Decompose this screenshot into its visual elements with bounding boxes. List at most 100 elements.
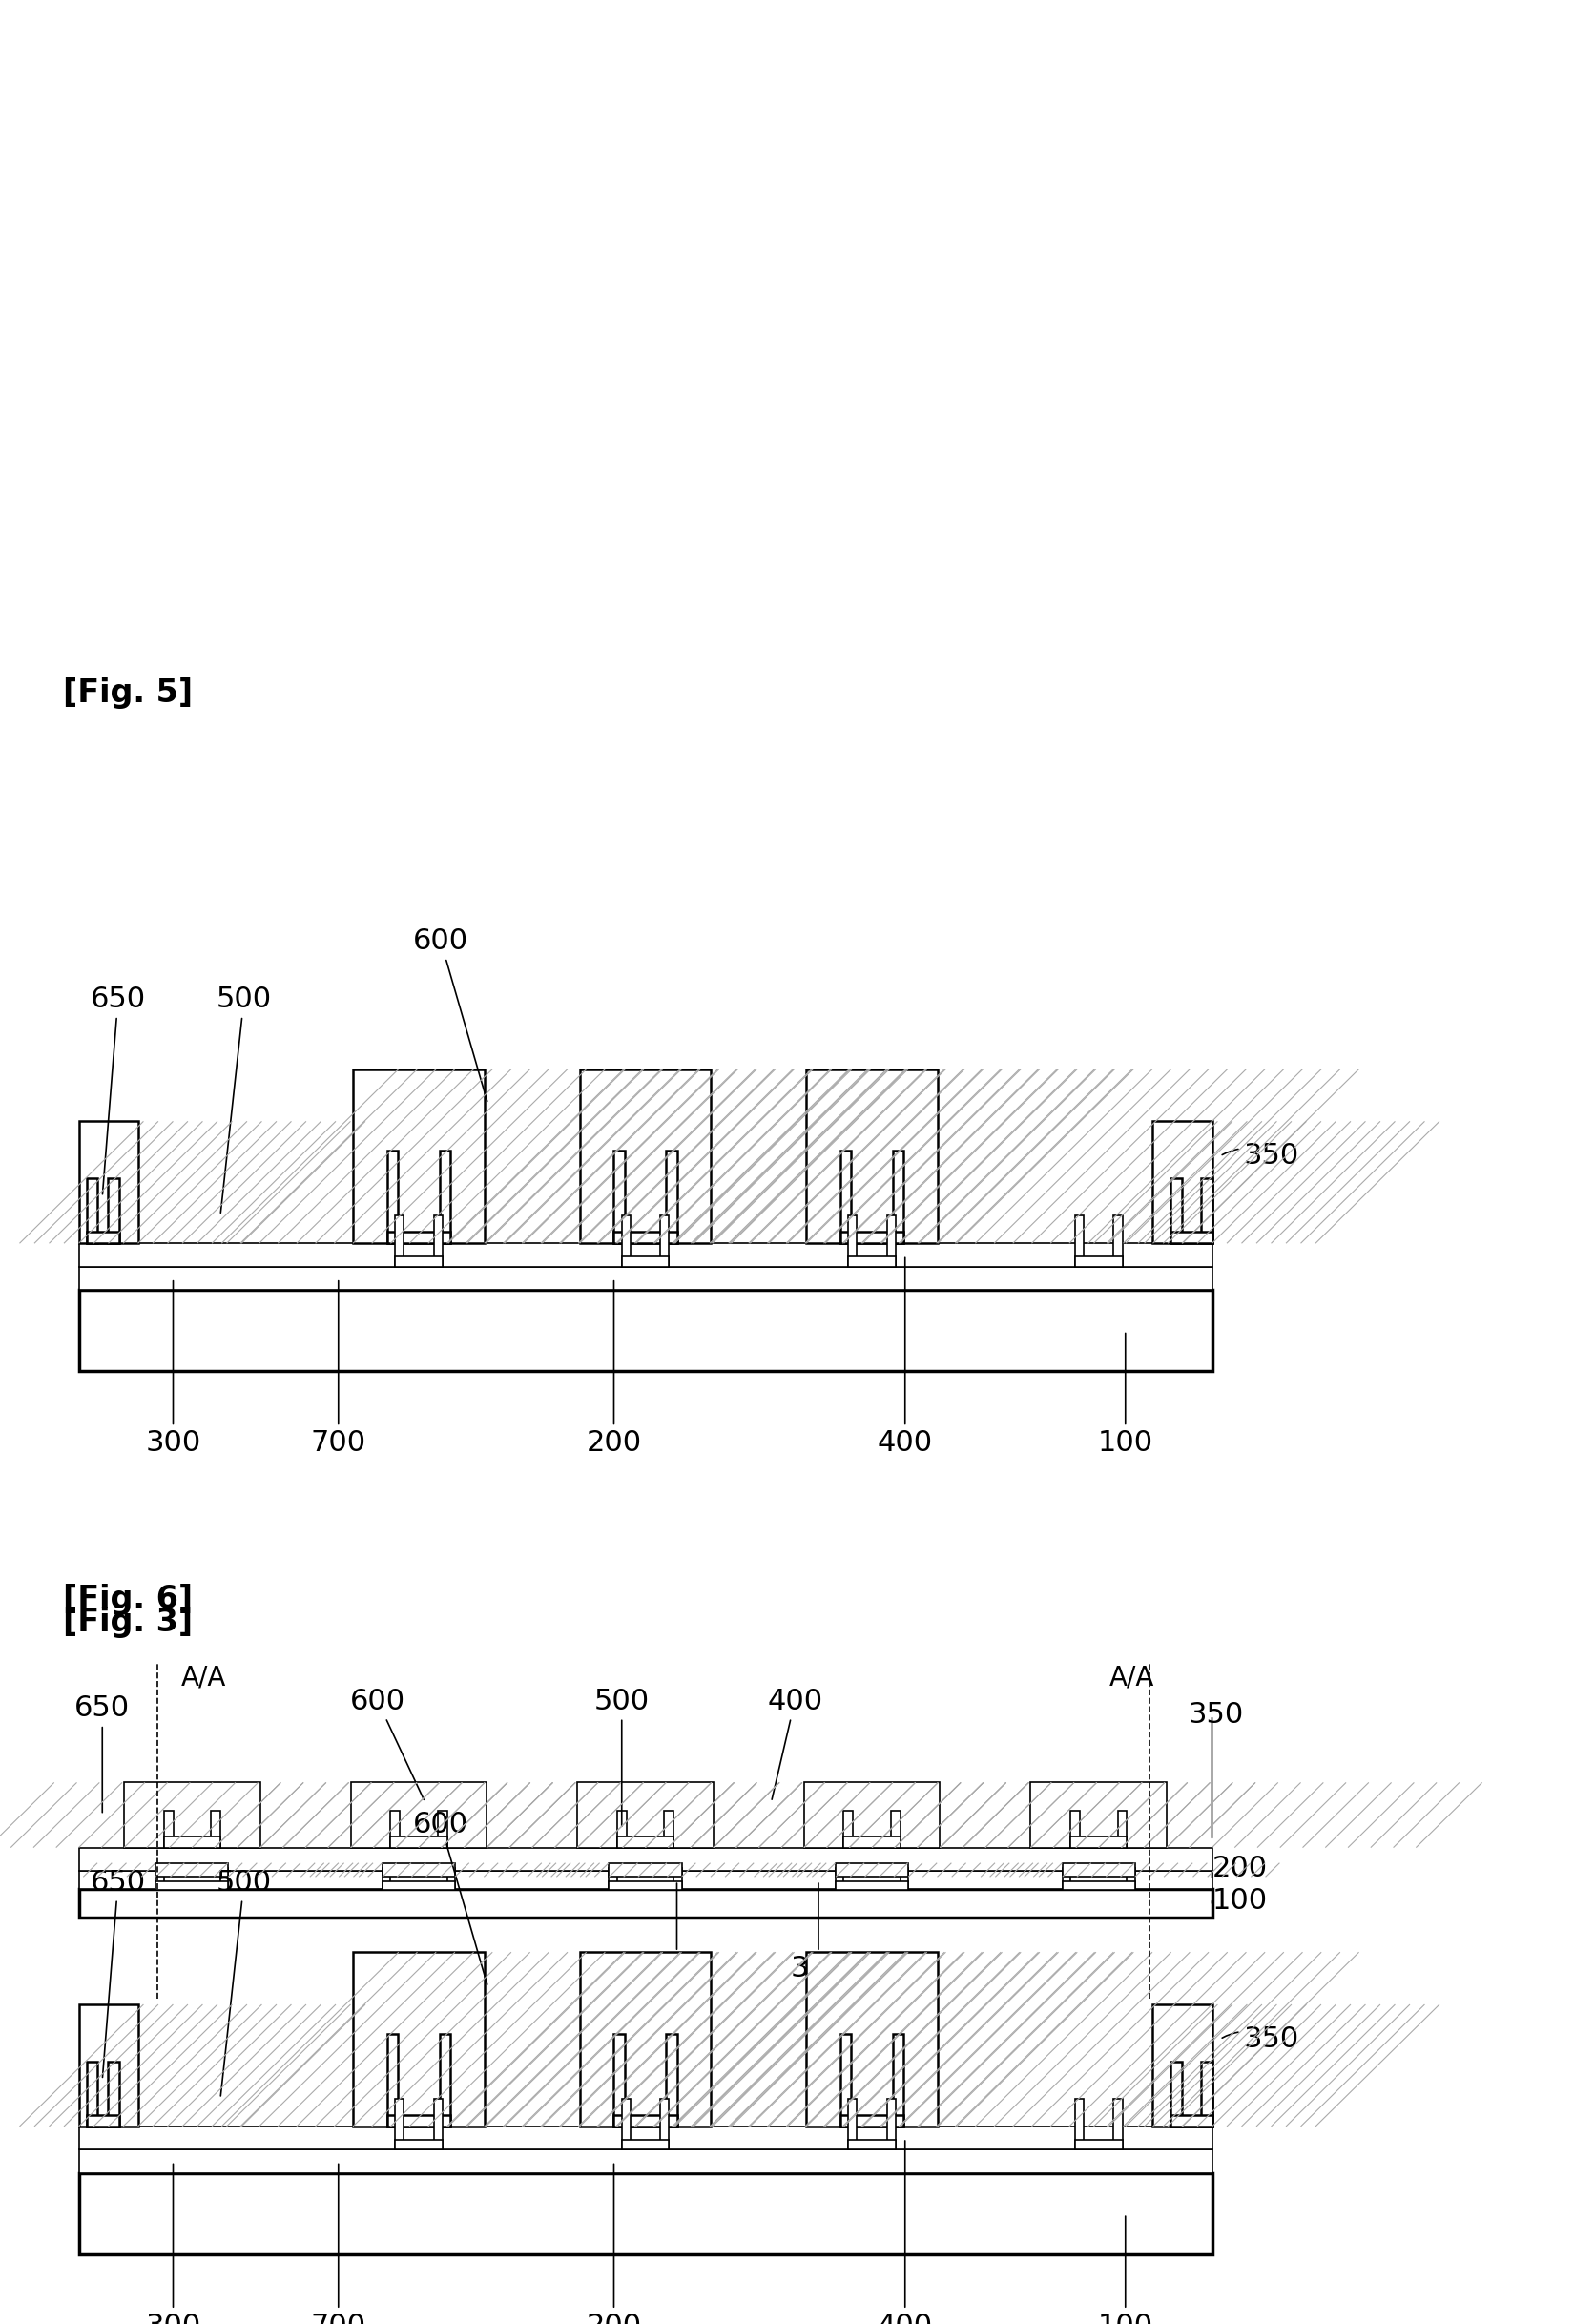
Bar bbox=[579, 1952, 711, 2126]
Text: 100: 100 bbox=[1097, 2217, 1154, 2324]
Bar bbox=[353, 1952, 485, 2126]
Bar bbox=[382, 1880, 455, 1889]
Bar bbox=[1075, 2099, 1083, 2150]
Bar bbox=[79, 1889, 1212, 1917]
Text: [Fig. 6]: [Fig. 6] bbox=[63, 1583, 192, 1615]
Text: [Fig. 3]: [Fig. 3] bbox=[63, 1606, 192, 1638]
Bar bbox=[79, 1243, 1212, 1267]
Text: 100: 100 bbox=[1097, 1334, 1154, 1457]
Text: 200: 200 bbox=[586, 1281, 642, 1457]
Bar bbox=[1171, 1232, 1212, 1243]
Text: 400: 400 bbox=[877, 2140, 933, 2324]
Text: 500: 500 bbox=[216, 1868, 272, 2096]
Bar bbox=[841, 1232, 903, 1243]
Bar bbox=[387, 1232, 450, 1243]
Bar bbox=[614, 1232, 677, 1243]
Bar bbox=[661, 2099, 669, 2150]
Text: 350: 350 bbox=[1221, 2027, 1299, 2052]
Text: [Fig. 5]: [Fig. 5] bbox=[63, 676, 192, 709]
Text: 400: 400 bbox=[767, 1687, 823, 1799]
Bar bbox=[382, 1868, 390, 1889]
Bar bbox=[395, 2140, 442, 2150]
Bar bbox=[1118, 1810, 1127, 1848]
Text: 600: 600 bbox=[412, 927, 488, 1102]
Text: A/A: A/A bbox=[1110, 1664, 1155, 1692]
Bar bbox=[109, 1178, 120, 1243]
Bar bbox=[888, 2099, 896, 2150]
Bar bbox=[614, 2115, 677, 2126]
Bar bbox=[841, 2033, 852, 2126]
Bar bbox=[1062, 1868, 1070, 1889]
Bar bbox=[614, 2033, 625, 2126]
Bar bbox=[439, 2033, 450, 2126]
Bar bbox=[79, 2003, 139, 2126]
Bar bbox=[395, 2099, 403, 2150]
Text: A/A: A/A bbox=[181, 1664, 227, 1692]
Text: 200: 200 bbox=[586, 2164, 642, 2324]
Bar bbox=[79, 2150, 1212, 2173]
Text: 500: 500 bbox=[593, 1687, 650, 1827]
Bar bbox=[387, 2033, 398, 2126]
Bar bbox=[609, 1864, 682, 1878]
Bar bbox=[164, 1810, 173, 1848]
Bar bbox=[888, 1215, 896, 1267]
Bar bbox=[836, 1868, 844, 1889]
Bar bbox=[109, 2061, 120, 2126]
Bar bbox=[79, 2126, 1212, 2150]
Bar bbox=[220, 1868, 228, 1889]
Bar bbox=[390, 1810, 400, 1848]
Bar bbox=[434, 2099, 442, 2150]
Bar bbox=[156, 1868, 164, 1889]
Text: 650: 650 bbox=[74, 1694, 131, 1813]
Bar bbox=[1070, 1810, 1080, 1848]
Text: 300: 300 bbox=[790, 1882, 847, 1982]
Bar bbox=[892, 2033, 903, 2126]
Text: 650: 650 bbox=[90, 1868, 146, 2078]
Text: 400: 400 bbox=[877, 1257, 933, 1457]
Bar bbox=[848, 2140, 896, 2150]
Bar bbox=[609, 1868, 617, 1889]
Bar bbox=[666, 1150, 677, 1243]
Bar bbox=[617, 1836, 674, 1848]
Text: 200: 200 bbox=[1212, 1855, 1267, 1882]
Bar bbox=[617, 1810, 626, 1848]
Bar bbox=[395, 1257, 442, 1267]
Bar bbox=[156, 1880, 228, 1889]
Bar bbox=[79, 1267, 1212, 1290]
Bar bbox=[844, 1810, 853, 1848]
Bar bbox=[1127, 1868, 1135, 1889]
Bar bbox=[848, 2099, 856, 2150]
Bar bbox=[900, 1868, 908, 1889]
Bar bbox=[447, 1868, 455, 1889]
Bar bbox=[387, 1150, 398, 1243]
Bar bbox=[79, 1871, 1212, 1889]
Bar bbox=[1075, 1257, 1122, 1267]
Bar bbox=[395, 1215, 403, 1267]
Bar bbox=[434, 1215, 442, 1267]
Bar bbox=[806, 1952, 938, 2126]
Bar bbox=[1062, 1880, 1135, 1889]
Bar bbox=[382, 1864, 455, 1878]
Bar bbox=[622, 2140, 669, 2150]
Bar bbox=[622, 1215, 630, 1267]
Bar bbox=[79, 1122, 139, 1243]
Bar bbox=[156, 1864, 228, 1878]
Bar bbox=[1075, 1215, 1083, 1267]
Bar bbox=[438, 1810, 447, 1848]
Bar bbox=[124, 1783, 260, 1848]
Bar bbox=[892, 1150, 903, 1243]
Bar bbox=[622, 2099, 630, 2150]
Text: 700: 700 bbox=[310, 2164, 367, 2324]
Bar bbox=[87, 1232, 120, 1243]
Bar bbox=[841, 2115, 903, 2126]
Bar bbox=[351, 1783, 486, 1848]
Bar bbox=[164, 1836, 220, 1848]
Bar bbox=[666, 2033, 677, 2126]
Text: 700: 700 bbox=[648, 1882, 705, 1982]
Bar bbox=[578, 1783, 713, 1848]
Bar bbox=[87, 1178, 98, 1243]
Bar bbox=[848, 1215, 856, 1267]
Text: 300: 300 bbox=[145, 2164, 201, 2324]
Bar bbox=[1031, 1783, 1166, 1848]
Bar bbox=[1171, 2115, 1212, 2126]
